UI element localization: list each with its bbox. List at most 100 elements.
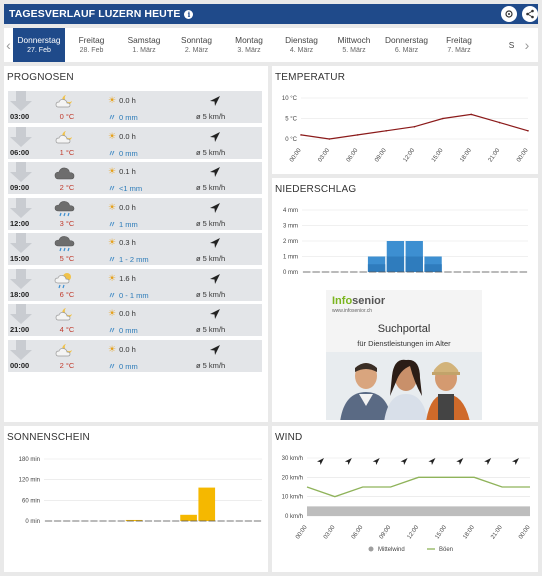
forecast-sunshine: 0.0 h	[108, 95, 136, 106]
wind-direction-icon	[372, 458, 380, 465]
forecast-temp: 1 °C	[59, 147, 75, 157]
page-title: TAGESVERLAUF LUZERN HEUTE	[9, 8, 181, 20]
info-icon[interactable]: i	[184, 9, 194, 19]
forecast-wind: ø 5 km/h	[196, 325, 226, 334]
x-tick-label: 21:00	[490, 524, 504, 540]
temperature-point	[300, 134, 302, 136]
forecast-sunshine: 0.3 h	[108, 237, 136, 248]
y-tick-label: 20 km/h	[282, 475, 303, 481]
temperature-point	[498, 121, 501, 124]
day-tab-name: Freitag	[78, 35, 105, 46]
wind-direction-icon	[210, 309, 220, 319]
day-tab-3[interactable]: Sonntag 2. März	[170, 28, 223, 62]
temperature-point	[413, 125, 416, 128]
temperature-point	[328, 138, 331, 140]
forecast-time: 00:00	[10, 360, 30, 370]
x-tick-label: 12:00	[403, 147, 417, 163]
sunshine-bar	[180, 514, 197, 521]
day-tab-date: 1. März	[132, 46, 156, 54]
y-tick-label: 3 mm	[283, 224, 298, 230]
forecast-rain: 1 mm	[108, 219, 138, 230]
wind-direction-icon	[210, 131, 220, 142]
forecast-sunshine: 0.1 h	[108, 166, 136, 177]
legend-boeen-label: Böen	[439, 547, 453, 553]
prognosen-card: PROGNOSEN 03:00 0 °C 0.0 h 0 mm ø 5 km/h 06:0…	[4, 66, 268, 422]
niederschlag-chart: 4 mm 3 mm 2 mm 1 mm 0 mm	[283, 208, 528, 276]
forecast-row: 06:00 1 °C 0.0 h 0 mm ø 5 km/h	[8, 126, 262, 159]
sonnenschein-card: SONNENSCHEIN 180 min 120 min 60 min 0 min	[4, 426, 268, 572]
day-tab-8[interactable]: Freitag 7. März	[433, 28, 485, 62]
x-tick-label: 09:00	[379, 524, 393, 540]
next-day-button[interactable]: ›	[516, 28, 538, 62]
y-tick-label: 180 min	[19, 457, 40, 463]
forecast-temp: 0 °C	[59, 112, 75, 121]
day-tab-name: Dienstag	[285, 35, 318, 46]
day-tab-0[interactable]: Donnerstag 27. Feb	[13, 28, 65, 62]
day-tab-date: 4. März	[289, 46, 314, 54]
day-tab-date: 7. März	[447, 46, 471, 54]
day-tab-7[interactable]: Donnerstag 6. März	[380, 28, 433, 62]
forecast-row: 15:00 5 °C 0.3 h 1 - 2 mm ø 5 km/h	[8, 233, 262, 265]
prognosen-title: PROGNOSEN	[7, 72, 74, 83]
y-tick-label: 0 mm	[283, 270, 298, 276]
boeen-line	[306, 476, 530, 498]
temperatur-title: TEMPERATUR	[275, 72, 346, 83]
x-tick-label: 18:00	[459, 147, 473, 163]
period-arrow-icon	[10, 91, 32, 111]
day-tab-5[interactable]: Dienstag 4. März	[275, 28, 328, 62]
day-tab-date: 2. März	[184, 46, 209, 54]
wind-direction-icon	[344, 458, 352, 465]
day-tab-name: Montag	[235, 35, 263, 46]
forecast-time: 06:00	[10, 147, 30, 157]
rain-bar-lower	[367, 264, 386, 272]
day-tab-name: S	[508, 39, 515, 50]
ad-subline: für Dienstleistungen im Alter	[357, 339, 451, 348]
forecast-wind: ø 5 km/h	[196, 254, 226, 263]
ad-headline: Suchportal	[377, 323, 431, 335]
day-tab-name: Mittwoch	[337, 35, 371, 46]
forecast-temp: 2 °C	[59, 183, 75, 192]
forecast-time: 03:00	[10, 112, 30, 121]
favorite-location-button[interactable]	[501, 6, 517, 22]
wind-direction-icon	[317, 458, 324, 465]
day-tab-6[interactable]: Mittwoch 5. März	[328, 28, 380, 62]
day-tab-2[interactable]: Samstag 1. März	[118, 28, 170, 62]
niederschlag-card: NIEDERSCHLAG 4 mm 3 mm 2 mm 1 mm 0 mm	[272, 178, 538, 286]
cloud-moon-icon	[55, 95, 72, 108]
rain-bar-lower	[424, 264, 442, 272]
day-tab-name: Samstag	[127, 35, 161, 46]
infosenior-ad[interactable]: Infosenior www.infosenior.ch Suchportal …	[326, 290, 482, 420]
ad-people-photo	[326, 352, 482, 420]
day-tab-9[interactable]: S	[485, 28, 538, 62]
y-tick-label: 1 mm	[283, 255, 298, 261]
wind-direction-icon	[210, 344, 220, 355]
forecast-sunshine: 0.0 h	[108, 202, 136, 213]
rain-bar-lower	[405, 256, 423, 272]
sonnenschein-chart: 180 min 120 min 60 min 0 min	[19, 457, 262, 525]
location-star-icon	[505, 10, 513, 18]
wind-title: WIND	[275, 432, 303, 443]
temperature-point	[442, 117, 444, 120]
share-button[interactable]	[522, 6, 538, 22]
y-tick-label: 4 mm	[283, 208, 298, 214]
forecast-row: 18:00 6 °C 1.6 h 0 - 1 mm ø 5 km/h	[8, 268, 262, 301]
wind-direction-icon	[456, 458, 464, 465]
forecast-time: 12:00	[10, 218, 30, 228]
forecast-time: 15:00	[10, 254, 30, 263]
forecast-temp: 6 °C	[59, 289, 75, 299]
forecast-sunshine: 0.0 h	[108, 131, 136, 142]
wind-direction-icon	[210, 167, 220, 177]
day-tab-date: 3. März	[237, 46, 261, 54]
prev-day-button[interactable]: ‹	[4, 28, 13, 62]
forecast-rain: 0 mm	[108, 325, 138, 336]
x-tick-label: 03:00	[323, 524, 337, 540]
wind-direction-icon	[210, 202, 220, 213]
day-tab-1[interactable]: Freitag 28. Feb	[65, 28, 118, 62]
forecast-rain: 0 mm	[108, 112, 138, 123]
day-tab-4[interactable]: Montag 3. März	[223, 28, 275, 62]
forecast-rain: 1 - 2 mm	[108, 254, 149, 265]
y-tick-label: 10 km/h	[282, 495, 303, 501]
cloud-icon	[54, 167, 75, 180]
forecast-sunshine: 1.6 h	[108, 273, 136, 284]
x-tick-label: 06:00	[346, 147, 360, 163]
